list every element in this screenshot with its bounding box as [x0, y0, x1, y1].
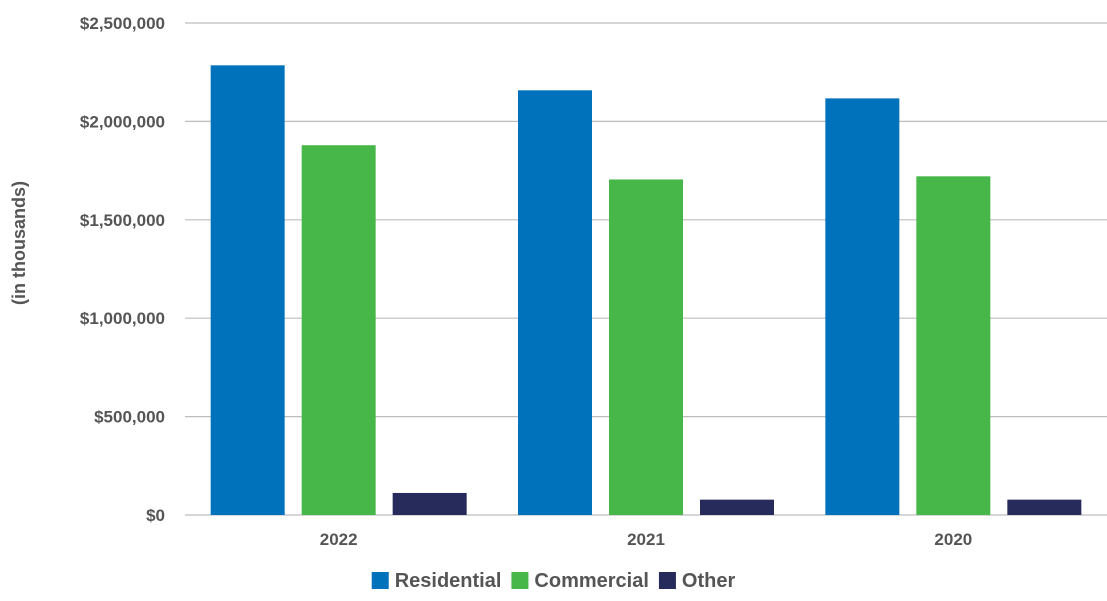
- legend-swatch: [371, 572, 389, 589]
- legend-label: Other: [682, 570, 736, 592]
- bar-other-2021: [700, 499, 774, 515]
- x-tick-label: 2022: [320, 530, 358, 549]
- bar-residential-2022: [210, 65, 285, 515]
- x-tick-label: 2020: [934, 530, 972, 549]
- legend: Residential Commercial Other: [371, 570, 736, 592]
- y-axis-tick-labels: $0 $500,000 $1,000,000 $1,500,000 $2,000,000…: [80, 14, 165, 525]
- y-tick-label: $1,500,000: [80, 211, 165, 230]
- bar-commercial-2020: [916, 176, 991, 516]
- legend-swatch: [511, 572, 529, 589]
- bar-commercial-2021: [609, 179, 683, 515]
- bar-other-2020: [1007, 499, 1082, 515]
- x-tick-label: 2021: [627, 530, 665, 549]
- y-tick-label: $2,000,000: [80, 112, 165, 131]
- bar-residential-2020: [825, 98, 900, 516]
- bar-other-2022: [392, 492, 467, 515]
- y-tick-label: $1,000,000: [80, 309, 165, 328]
- y-axis-title: (in thousands): [9, 181, 29, 305]
- y-tick-label: $0: [146, 506, 165, 525]
- legend-label: Commercial: [534, 570, 649, 592]
- x-axis-tick-labels: 2022 2021 2020: [320, 530, 972, 549]
- bars: [210, 65, 1082, 516]
- legend-label: Residential: [395, 570, 502, 592]
- y-tick-label: $2,500,000: [80, 14, 165, 33]
- bar-residential-2021: [518, 90, 592, 515]
- bar-commercial-2022: [301, 145, 376, 515]
- legend-swatch: [658, 572, 676, 589]
- y-tick-label: $500,000: [94, 408, 165, 427]
